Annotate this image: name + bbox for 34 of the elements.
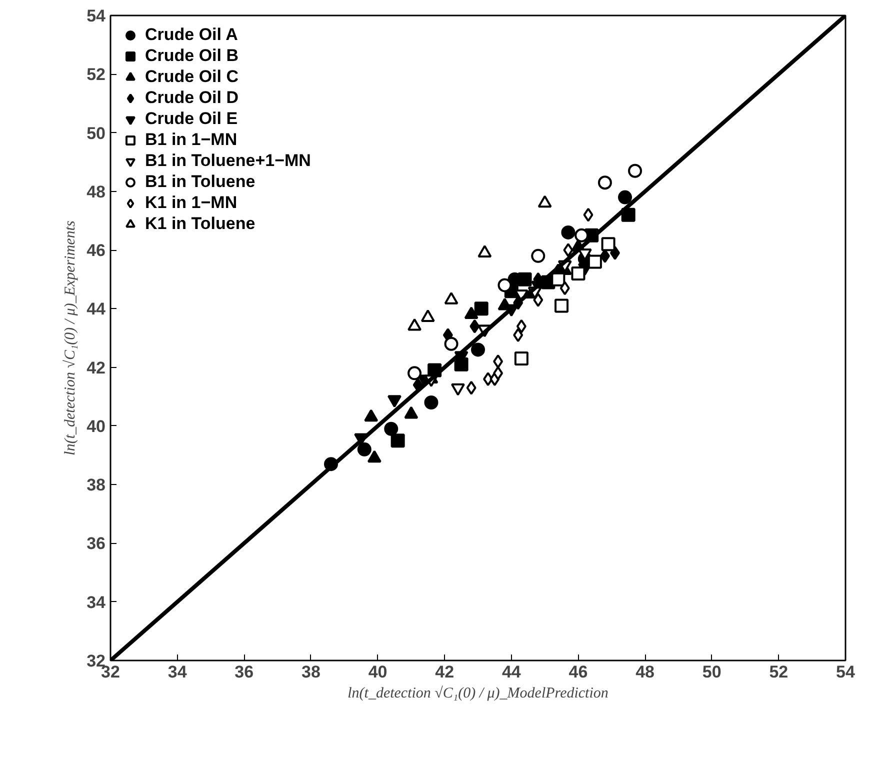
y-tick-label: 34 bbox=[86, 592, 106, 612]
x-tick-label: 40 bbox=[368, 662, 388, 682]
y-tick-label: 38 bbox=[86, 476, 106, 495]
x-tick-label: 36 bbox=[234, 662, 254, 682]
x-tick-label: 52 bbox=[769, 662, 788, 682]
x-tick-label: 44 bbox=[502, 662, 522, 682]
y-axis-title: ln(t_detection √C₁(0) / μ)_Experiments bbox=[62, 220, 79, 456]
x-tick-label: 38 bbox=[302, 662, 320, 682]
x-axis-title: ln(t_detection √C₁(0) / μ)_ModelPrediction bbox=[348, 686, 608, 702]
y-tick-label: 42 bbox=[86, 358, 106, 378]
y-tick-label: 46 bbox=[86, 241, 106, 260]
x-tick-label: 54 bbox=[836, 662, 856, 682]
y-tick-label: 52 bbox=[86, 65, 106, 84]
y-tick-label: 40 bbox=[86, 416, 106, 436]
legend-label: B1 in 1−MN bbox=[145, 130, 238, 150]
x-tick-label: 46 bbox=[568, 662, 588, 682]
x-tick-label: 42 bbox=[435, 662, 454, 682]
legend-label: K1 in 1−MN bbox=[145, 193, 238, 213]
legend-label: K1 in Toluene bbox=[145, 214, 256, 234]
legend-label: B1 in Toluene bbox=[145, 172, 256, 192]
legend-label: Crude Oil A bbox=[145, 25, 238, 45]
y-tick-label: 48 bbox=[86, 182, 106, 202]
y-tick-label: 44 bbox=[86, 300, 106, 319]
legend-label: Crude Oil E bbox=[145, 109, 238, 129]
x-tick-label: 50 bbox=[702, 662, 722, 682]
y-tick-label: 54 bbox=[86, 6, 106, 26]
legend-label: B1 in Toluene+1−MN bbox=[145, 151, 311, 171]
legend-label: Crude Oil D bbox=[145, 88, 239, 108]
y-tick-label: 50 bbox=[86, 124, 106, 143]
legend-label: Crude Oil B bbox=[145, 46, 239, 66]
y-tick-label: 36 bbox=[86, 534, 106, 554]
legend-label: Crude Oil C bbox=[145, 67, 239, 87]
x-tick-label: 48 bbox=[636, 662, 655, 682]
x-tick-label: 34 bbox=[168, 662, 188, 682]
